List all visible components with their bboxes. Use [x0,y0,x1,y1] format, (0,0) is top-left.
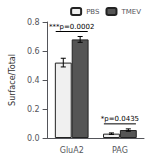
svg-text:PAG: PAG [112,146,128,155]
svg-text:0.2: 0.2 [27,105,40,114]
svg-text:0.4: 0.4 [27,76,40,85]
svg-text:0.8: 0.8 [27,18,40,27]
svg-text:0.0: 0.0 [27,134,40,143]
svg-text:0.6: 0.6 [27,47,40,56]
svg-text:Surface/Total: Surface/Total [8,54,17,106]
svg-text:*p=0.0435: *p=0.0435 [101,115,139,123]
svg-text:PBS: PBS [86,8,100,16]
svg-text:***p=0.0002: ***p=0.0002 [49,23,94,31]
svg-text:GluA2: GluA2 [60,146,84,155]
svg-text:TMEV: TMEV [120,8,141,16]
